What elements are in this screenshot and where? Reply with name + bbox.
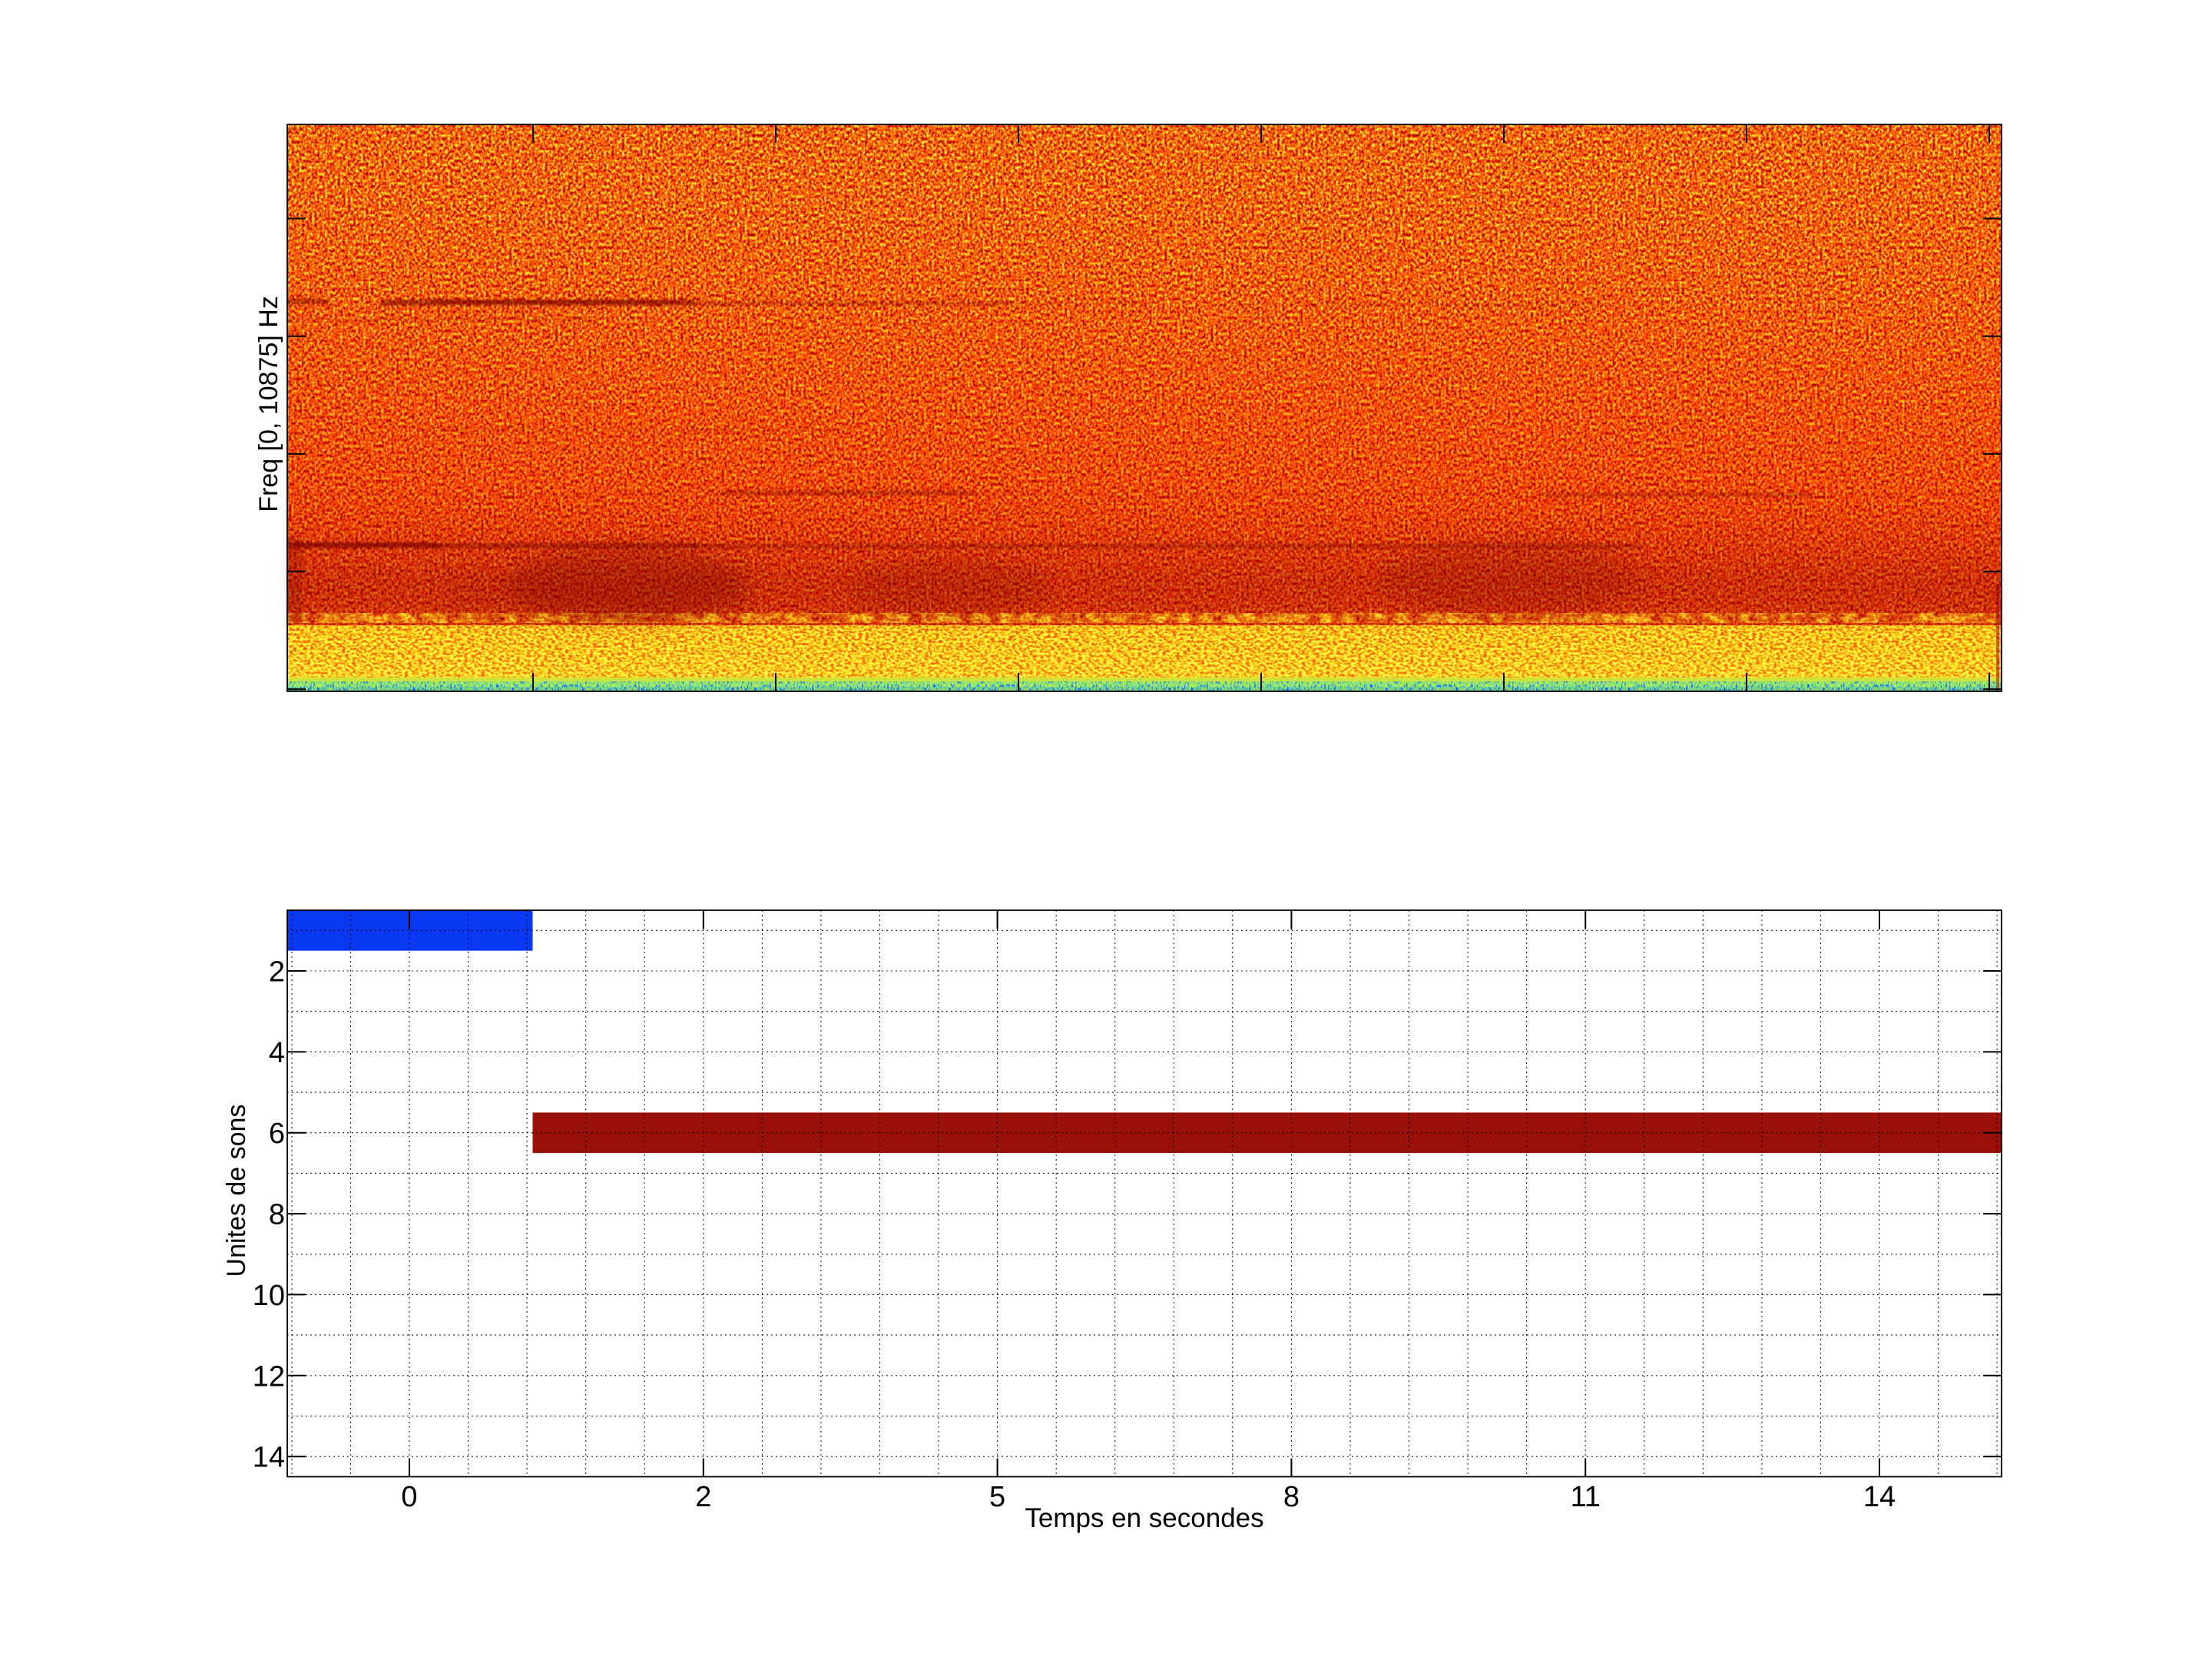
svg-text:2: 2 (695, 1481, 711, 1513)
svg-text:4: 4 (269, 1037, 285, 1069)
svg-text:8: 8 (1283, 1481, 1300, 1513)
svg-text:11: 11 (1570, 1481, 1600, 1513)
svg-text:10: 10 (253, 1280, 285, 1312)
svg-text:12: 12 (253, 1360, 285, 1393)
svg-text:8: 8 (269, 1199, 285, 1231)
svg-text:14: 14 (253, 1442, 285, 1474)
svg-text:Unites de sons: Unites de sons (222, 1105, 251, 1277)
svg-text:14: 14 (1863, 1481, 1896, 1513)
svg-text:6: 6 (269, 1118, 285, 1150)
svg-text:Freq [0, 10875] Hz: Freq [0, 10875] Hz (254, 296, 283, 512)
svg-text:0: 0 (401, 1481, 417, 1513)
svg-text:5: 5 (989, 1481, 1005, 1513)
svg-text:2: 2 (269, 956, 285, 989)
svg-text:Temps en secondes: Temps en secondes (1025, 1503, 1263, 1533)
